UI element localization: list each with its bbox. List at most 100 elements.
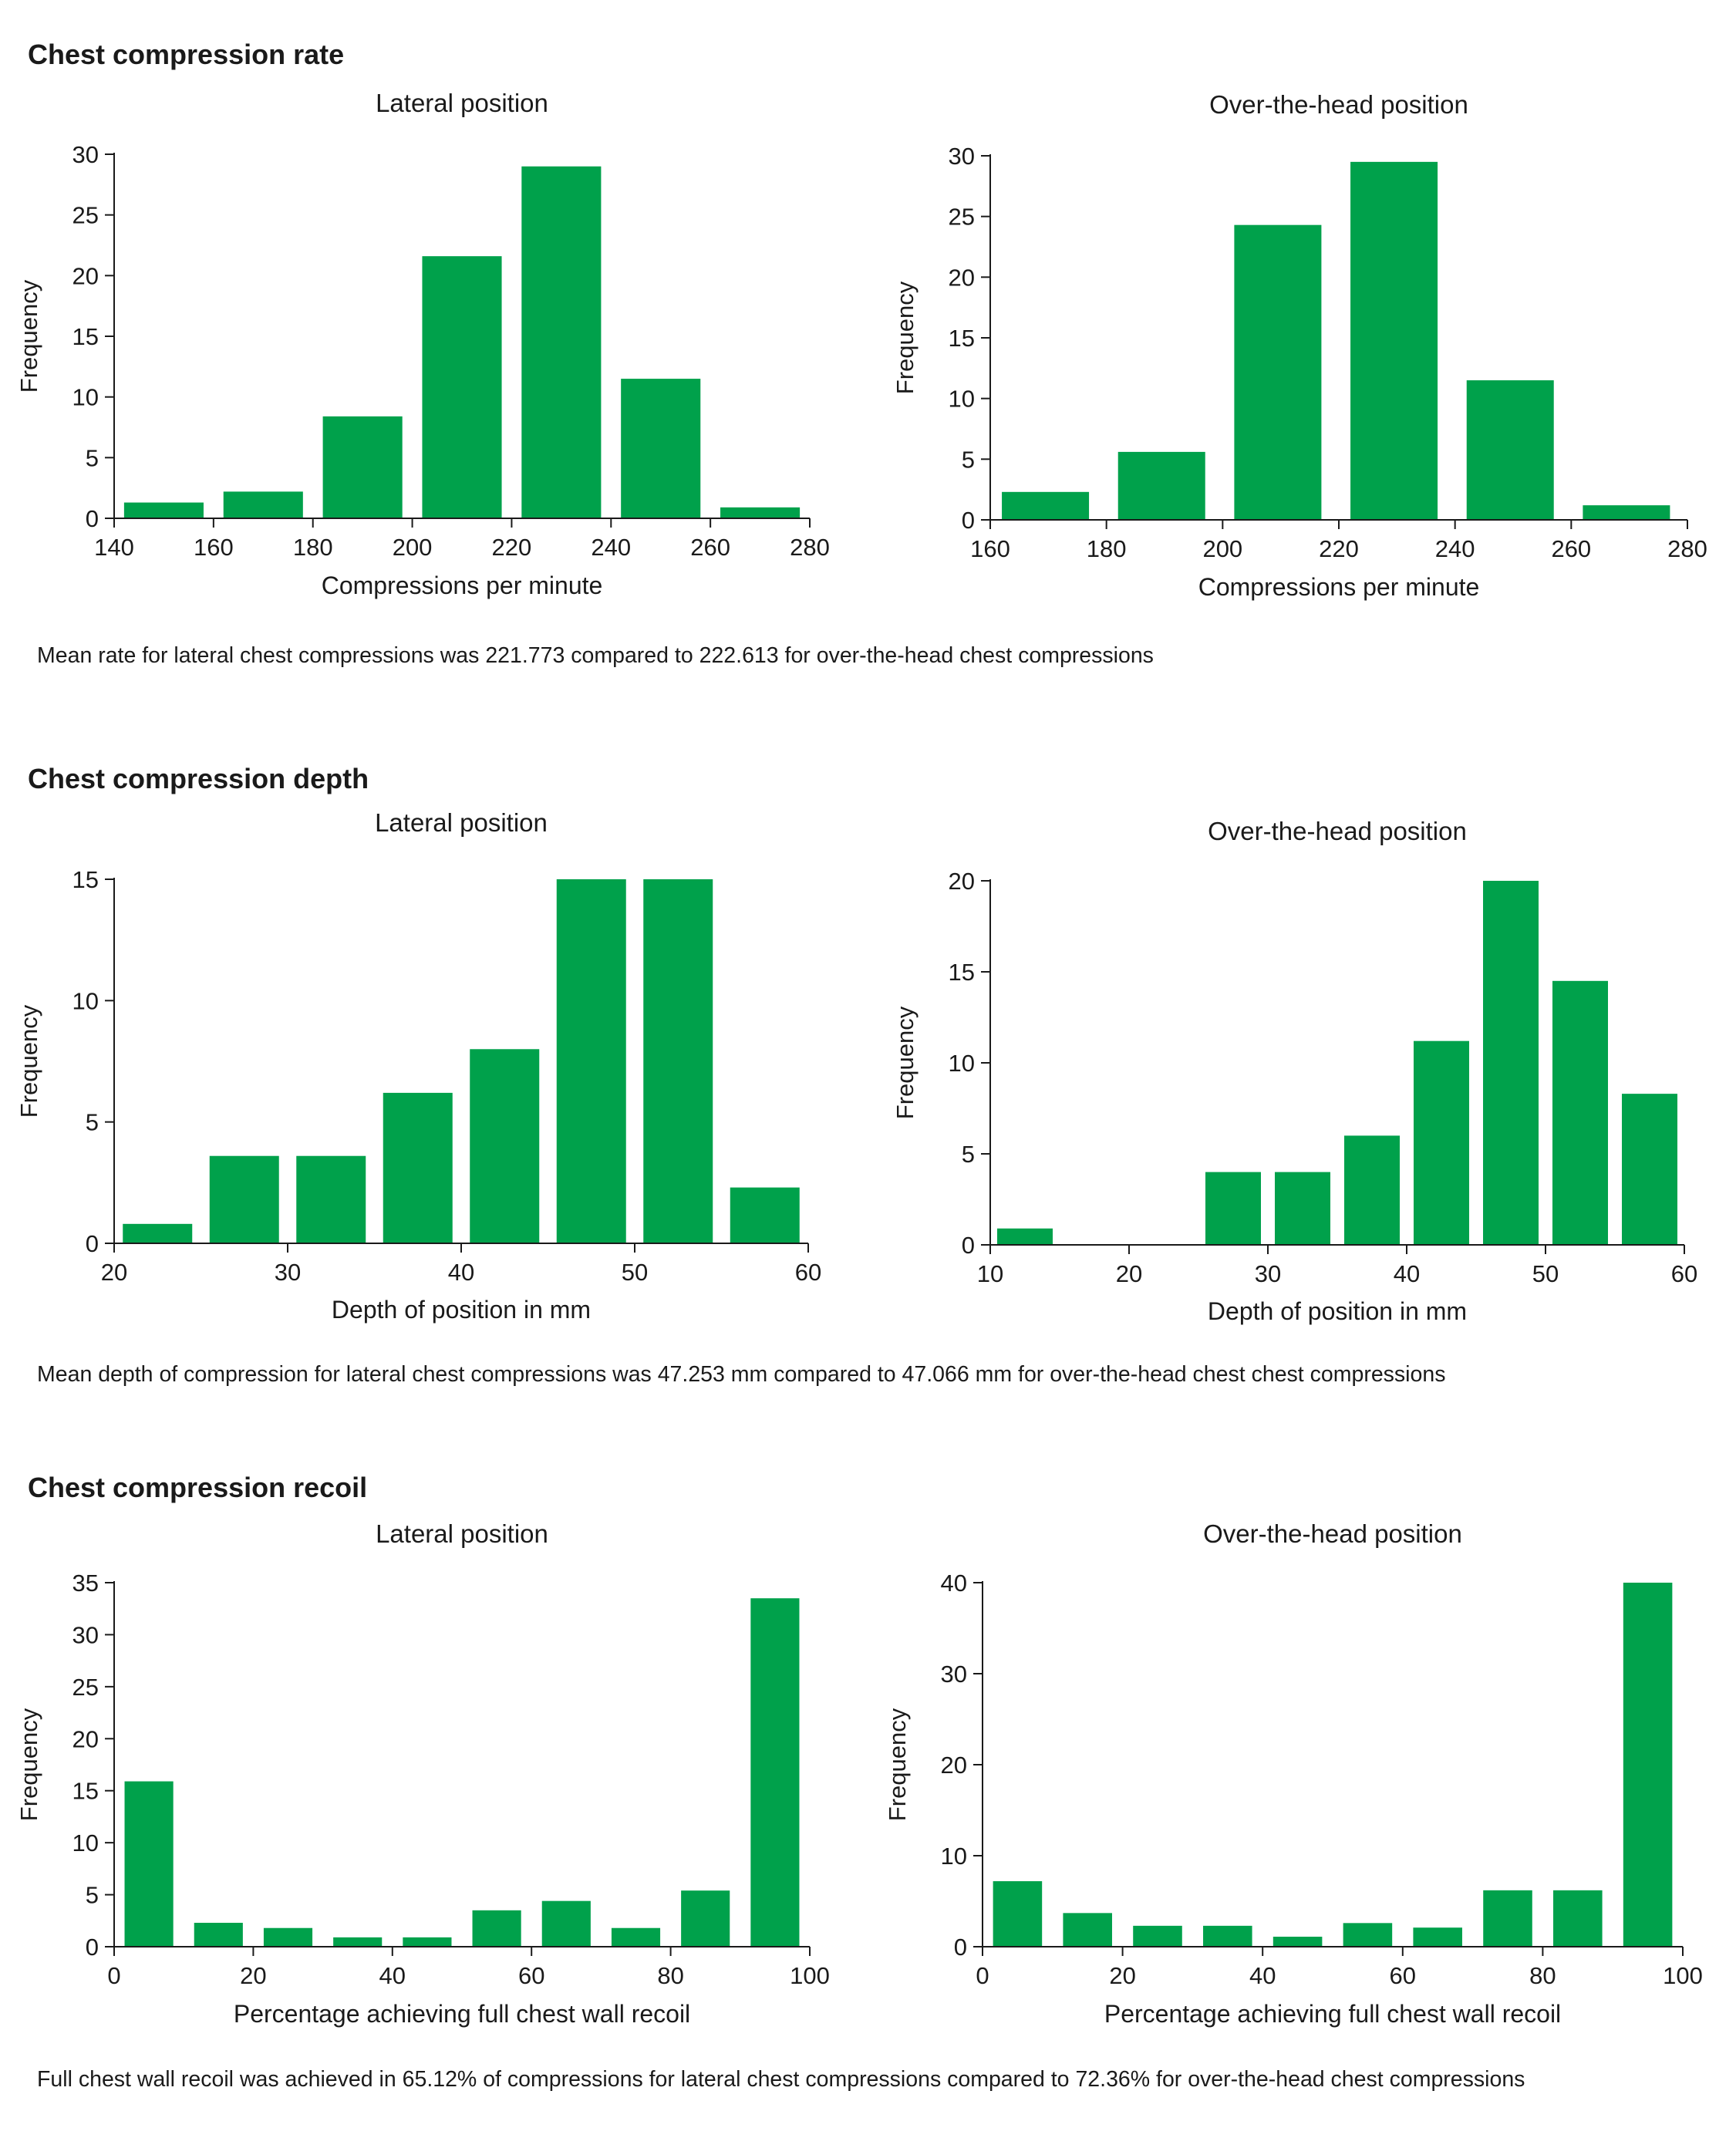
y-tick-label: 20 [949,264,975,291]
x-tick-label: 40 [1394,1260,1420,1287]
x-tick-label: 50 [622,1259,648,1286]
histogram-bar [1117,451,1205,520]
x-tick-label: 160 [970,535,1010,562]
x-axis-label: Depth of position in mm [1208,1297,1467,1325]
y-tick-label: 20 [72,1725,99,1752]
histogram-bar [1583,505,1670,520]
x-tick-label: 180 [293,534,333,561]
histogram-bar [1350,161,1438,520]
histogram-bar [1414,1040,1469,1245]
x-tick-label: 200 [393,534,433,561]
y-tick-label: 40 [941,1570,967,1597]
y-tick-label: 10 [949,1050,975,1077]
y-tick-label: 30 [72,141,99,168]
chart-title: Lateral position [376,1519,548,1548]
x-tick-label: 80 [657,1962,683,1989]
histogram-bar [124,1781,174,1947]
y-tick-label: 15 [72,1778,99,1805]
histogram-bar [720,507,801,518]
x-tick-label: 220 [1319,535,1359,562]
x-tick-label: 80 [1529,1962,1556,1989]
x-tick-label: 40 [1249,1962,1276,1989]
x-tick-label: 60 [1671,1260,1697,1287]
x-tick-label: 20 [1116,1260,1142,1287]
y-tick-label: 5 [962,1141,975,1168]
histogram-bar [383,1092,453,1243]
histogram-bar [1343,1923,1393,1947]
histogram-bar [422,256,502,518]
section-title-recoil: Chest compression recoil [28,1472,368,1503]
y-axis-label: Frequency [892,281,919,394]
histogram-bar [611,1927,661,1947]
x-tick-label: 30 [1255,1260,1281,1287]
x-tick-label: 240 [591,534,631,561]
y-tick-label: 20 [72,262,99,289]
histogram-bar [621,379,701,518]
caption-recoil: Full chest wall recoil was achieved in 6… [37,2067,1525,2092]
y-tick-label: 5 [86,444,99,471]
chart-title: Over-the-head position [1203,1519,1462,1548]
y-tick-label: 25 [72,202,99,229]
x-tick-label: 260 [1551,535,1591,562]
x-tick-label: 20 [240,1962,266,1989]
y-axis-label: Frequency [15,279,42,393]
x-tick-label: 260 [690,534,730,561]
y-tick-label: 30 [941,1661,967,1688]
histogram-bar [123,502,204,518]
histogram-bar [263,1927,313,1947]
y-tick-label: 10 [72,384,99,411]
chart-title: Over-the-head position [1209,90,1468,119]
histogram-bar [1483,1890,1532,1947]
x-tick-label: 30 [275,1259,301,1286]
x-tick-label: 40 [379,1962,406,1989]
histogram-bar [1063,1913,1112,1947]
x-axis-label: Compressions per minute [1198,573,1480,601]
y-axis-label: Frequency [15,1708,42,1821]
histogram-bar [993,1881,1043,1947]
y-tick-label: 5 [86,1882,99,1909]
histogram-bar [1133,1925,1182,1947]
x-tick-label: 40 [448,1259,474,1286]
y-tick-label: 0 [86,505,99,532]
y-tick-label: 15 [72,323,99,350]
x-tick-label: 280 [1667,535,1707,562]
histogram-bar [1203,1925,1252,1947]
y-tick-label: 0 [86,1934,99,1961]
y-tick-label: 5 [86,1109,99,1136]
histogram-bar [730,1187,800,1243]
y-tick-label: 25 [72,1674,99,1701]
y-tick-label: 10 [941,1843,967,1870]
histogram-bar [681,1890,730,1947]
chart-title: Over-the-head position [1208,817,1467,845]
x-axis-label: Compressions per minute [322,572,603,599]
x-axis-label: Percentage achieving full chest wall rec… [1104,2000,1561,2028]
caption-rate: Mean rate for lateral chest compressions… [37,643,1154,668]
histogram-bar [123,1223,193,1243]
histogram-bar [997,1228,1053,1245]
histogram-bar [296,1155,366,1243]
x-tick-label: 220 [492,534,532,561]
y-tick-label: 10 [72,1829,99,1856]
x-tick-label: 50 [1532,1260,1559,1287]
histogram-bar [1466,380,1554,520]
x-tick-label: 140 [94,534,134,561]
histogram-bar [1622,1094,1677,1245]
y-axis-label: Frequency [884,1708,911,1821]
histogram-bar [1205,1172,1261,1245]
y-tick-label: 5 [962,446,975,473]
y-tick-label: 20 [949,868,975,895]
chart-title: Lateral position [375,808,548,837]
histogram-bar [1553,1890,1603,1947]
x-tick-label: 10 [977,1260,1003,1287]
y-tick-label: 10 [72,987,99,1014]
x-tick-label: 280 [790,534,830,561]
x-tick-label: 60 [518,1962,544,1989]
y-tick-label: 0 [86,1230,99,1257]
y-tick-label: 15 [949,325,975,352]
histogram-bar [1002,491,1090,520]
x-tick-label: 60 [795,1259,821,1286]
histogram-bar [470,1049,540,1243]
